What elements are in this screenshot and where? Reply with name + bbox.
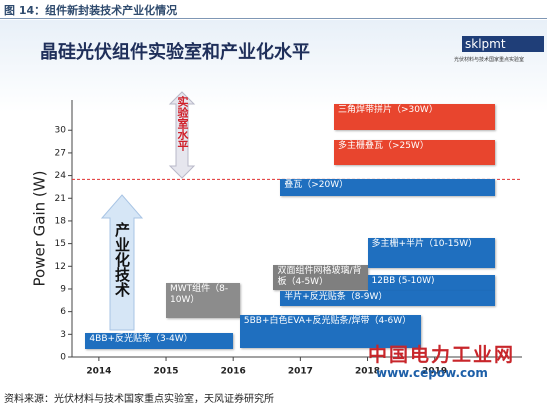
tech-label: 双面组件网格玻璃/背板（4-5W） <box>277 265 362 287</box>
tech-box: 多主栅+半片（10-15W） <box>367 238 496 268</box>
chart-title: 晶硅光伏组件实验室和产业化水平 <box>40 42 310 63</box>
x-tick-label: 2014 <box>86 367 111 377</box>
tech-box: 三角焊带拼片（>30W） <box>333 103 496 131</box>
y-tick-label: 12 <box>55 262 66 272</box>
tech-box: 5BB+白色EVA+反光贴条/焊带（4-6W） <box>239 315 422 348</box>
lab-arrow <box>168 91 196 179</box>
y-axis-label: Power Gain (W) <box>31 171 49 287</box>
tech-label: MWT组件（8-10W） <box>170 283 229 305</box>
tech-label: 三角焊带拼片（>30W） <box>337 104 438 115</box>
logo: sklpmt <box>462 36 544 52</box>
lab-label: 实验室水平 <box>176 96 189 151</box>
figure-caption: 图 14：组件新封装技术产业化情况 <box>4 4 178 17</box>
logo-subtitle: 光伏材料与技术国家重点实验室 <box>454 57 525 63</box>
tech-box: 4BB+反光贴条（3-4W） <box>85 332 234 350</box>
x-tick-label: 2018 <box>355 367 380 377</box>
tech-label: 多主栅+半片（10-15W） <box>371 239 478 250</box>
industry-arrow <box>100 194 144 331</box>
y-tick-label: 27 <box>55 148 66 158</box>
y-tick-label: 3 <box>60 330 66 340</box>
industry-label: 产业化技术 <box>113 222 131 297</box>
tech-box: 12BB (5-10W) <box>367 275 496 292</box>
y-tick-label: 0 <box>60 353 66 363</box>
tech-label: 5BB+白色EVA+反光贴条/焊带（4-6W） <box>243 316 412 327</box>
y-tick-label: 30 <box>55 126 67 136</box>
source: 资料来源：光伏材料与技术国家重点实验室，天风证券研究所 <box>4 394 274 405</box>
tech-label: 多主栅叠瓦（>25W） <box>337 141 429 152</box>
y-tick-label: 18 <box>55 216 67 226</box>
y-tick-label: 15 <box>55 239 66 249</box>
x-tick-label: 2019 <box>422 367 447 377</box>
watermark-url: www.cepow.com <box>376 366 488 380</box>
y-tick-label: 21 <box>55 194 66 204</box>
tech-box: 双面组件网格玻璃/背板（4-5W） <box>273 264 368 291</box>
watermark: 中国电力工业网 <box>368 344 516 366</box>
tech-box: 多主栅叠瓦（>25W） <box>333 140 496 165</box>
x-tick-label: 2017 <box>288 367 313 377</box>
tech-label: 半片+反光贴条（8-9W） <box>284 292 388 303</box>
y-tick-label: 6 <box>60 307 66 317</box>
x-tick-label: 2016 <box>221 367 246 377</box>
tech-label: 叠瓦（>20W） <box>284 179 349 190</box>
tech-box: 叠瓦（>20W） <box>280 178 496 196</box>
tech-box: 半片+反光贴条（8-9W） <box>280 291 496 307</box>
divider <box>0 18 547 19</box>
tech-label: 4BB+反光贴条（3-4W） <box>89 333 193 344</box>
y-tick-label: 9 <box>60 284 66 294</box>
y-tick-label: 24 <box>55 171 67 181</box>
tech-box: MWT组件（8-10W） <box>166 282 240 318</box>
tech-label: 12BB (5-10W) <box>371 276 435 287</box>
x-tick-label: 2015 <box>153 367 178 377</box>
